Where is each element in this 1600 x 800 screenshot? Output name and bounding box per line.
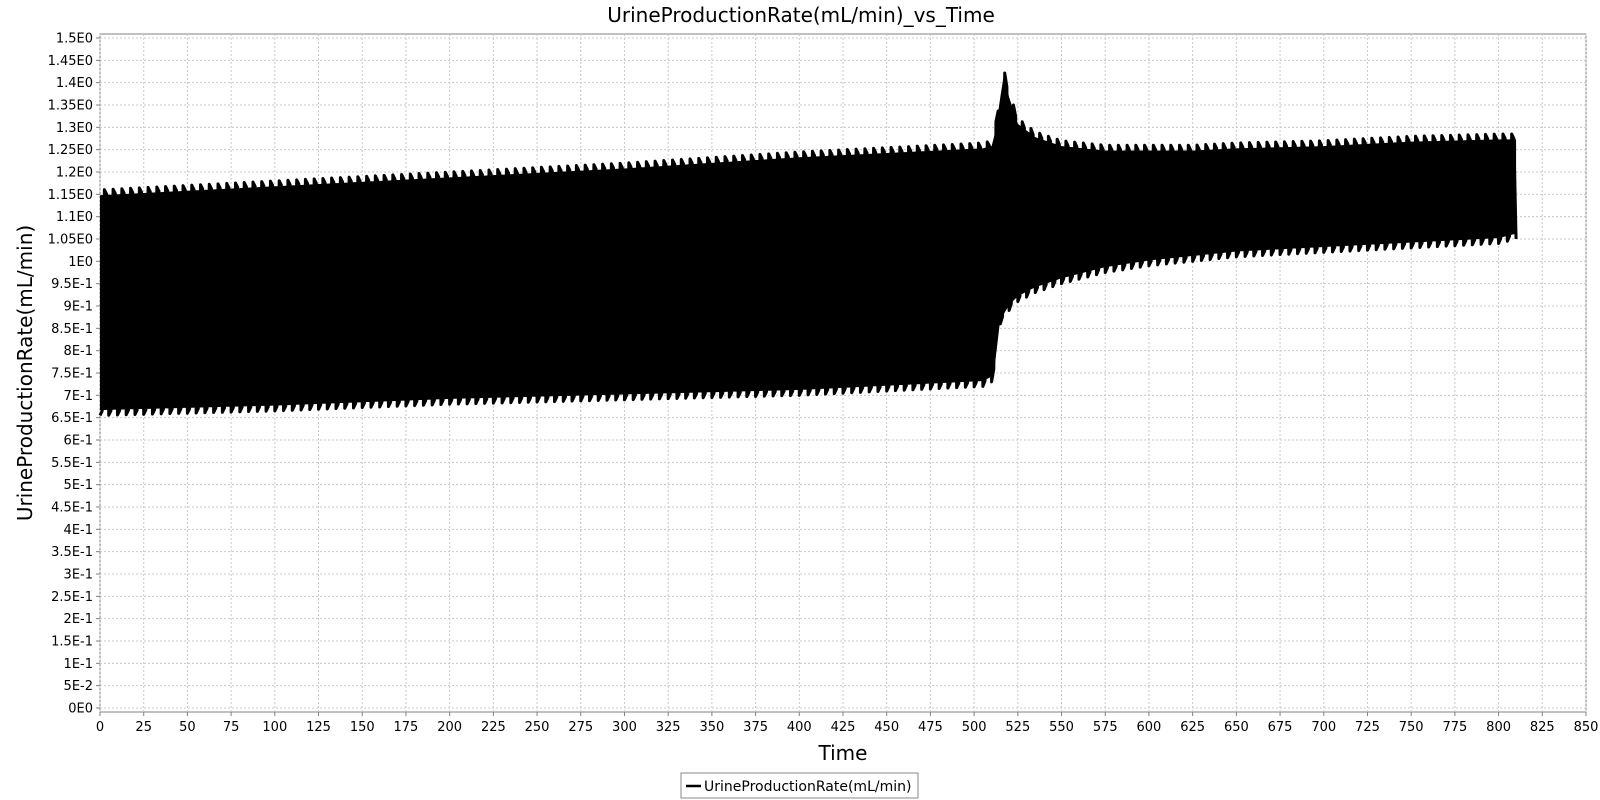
y-tick-label: 7E-1: [64, 389, 93, 404]
y-tick-label: 4.5E-1: [51, 501, 93, 516]
y-tick-label: 2.5E-1: [51, 590, 93, 605]
x-tick-label: 350: [699, 720, 724, 735]
x-tick-label: 125: [306, 720, 331, 735]
x-tick-label: 575: [1093, 720, 1118, 735]
x-tick-label: 275: [568, 720, 593, 735]
y-tick-label: 9.5E-1: [51, 277, 93, 292]
x-tick-label: 25: [135, 720, 152, 735]
y-tick-label: 1.5E-1: [51, 635, 93, 650]
x-tick-label: 375: [743, 720, 768, 735]
x-tick-label: 150: [350, 720, 375, 735]
y-tick-label: 1.3E0: [56, 121, 93, 136]
y-tick-label: 0E0: [68, 702, 93, 717]
y-tick-label: 1.5E0: [56, 32, 93, 47]
x-tick-label: 825: [1530, 720, 1555, 735]
y-tick-label: 3.5E-1: [51, 545, 93, 560]
x-tick-label: 550: [1049, 720, 1074, 735]
y-tick-label: 3E-1: [64, 568, 93, 583]
legend: UrineProductionRate(mL/min): [680, 772, 919, 799]
y-tick-label: 5E-2: [64, 679, 93, 694]
y-tick-label: 1.4E0: [56, 76, 93, 91]
x-tick-label: 250: [525, 720, 550, 735]
x-tick-label: 200: [437, 720, 462, 735]
x-tick-label: 850: [1574, 720, 1599, 735]
y-tick-label: 5.5E-1: [51, 456, 93, 471]
x-tick-label: 0: [96, 720, 104, 735]
y-tick-label: 1.45E0: [48, 54, 93, 69]
series-band: [100, 74, 1517, 411]
y-tick-label: 8E-1: [64, 344, 93, 359]
legend-box: [680, 772, 919, 799]
x-axis-title: Time: [818, 741, 868, 765]
y-tick-label: 4E-1: [64, 523, 93, 538]
x-tick-label: 525: [1005, 720, 1030, 735]
x-tick-label: 700: [1311, 720, 1336, 735]
x-tick-label: 500: [962, 720, 987, 735]
y-tick-label: 1.1E0: [56, 210, 93, 225]
y-axis-title: UrineProductionRate(mL/min): [13, 225, 37, 521]
chart-title: UrineProductionRate(mL/min)_vs_Time: [607, 3, 995, 27]
x-tick-label: 100: [262, 720, 287, 735]
y-tick-label: 8.5E-1: [51, 322, 93, 337]
y-tick-label: 1.05E0: [48, 233, 93, 248]
y-tick-label: 1.15E0: [48, 188, 93, 203]
x-tick-label: 775: [1442, 720, 1467, 735]
y-tick-label: 6.5E-1: [51, 411, 93, 426]
y-tick-label: 1.35E0: [48, 99, 93, 114]
x-tick-label: 400: [787, 720, 812, 735]
x-tick-label: 675: [1268, 720, 1293, 735]
y-tick-label: 9E-1: [64, 300, 93, 315]
x-tick-label: 175: [394, 720, 419, 735]
x-tick-label: 325: [656, 720, 681, 735]
x-tick-label: 75: [223, 720, 240, 735]
x-tick-label: 300: [612, 720, 637, 735]
y-tick-label: 5E-1: [64, 478, 93, 493]
series-layer: [98, 71, 1518, 417]
y-tick-label: 1E-1: [64, 657, 93, 672]
y-axis: 0E0 5E-2 1E-1 1.5E-1 2E-1 2.5E-1 3E-1 3.5E-1 4E-…: [48, 32, 100, 717]
y-tick-label: 1.25E0: [48, 143, 93, 158]
x-tick-label: 425: [831, 720, 856, 735]
x-tick-label: 50: [179, 720, 196, 735]
x-tick-label: 625: [1180, 720, 1205, 735]
x-tick-label: 750: [1399, 720, 1424, 735]
y-tick-label: 7.5E-1: [51, 367, 93, 382]
x-tick-label: 650: [1224, 720, 1249, 735]
x-tick-label: 800: [1486, 720, 1511, 735]
x-axis: 0 25 50 75 100 125 150 175 200 225 250 275 300 325 350…: [96, 712, 1599, 735]
y-tick-label: 1.2E0: [56, 166, 93, 181]
series-line: [98, 71, 1518, 417]
y-tick-label: 2E-1: [64, 612, 93, 627]
x-tick-label: 725: [1355, 720, 1380, 735]
x-tick-label: 475: [918, 720, 943, 735]
y-tick-label: 6E-1: [64, 434, 93, 449]
legend-label: UrineProductionRate(mL/min): [704, 779, 911, 795]
x-tick-label: 450: [874, 720, 899, 735]
x-tick-label: 600: [1137, 720, 1162, 735]
x-tick-label: 225: [481, 720, 506, 735]
y-tick-label: 1E0: [68, 255, 93, 270]
